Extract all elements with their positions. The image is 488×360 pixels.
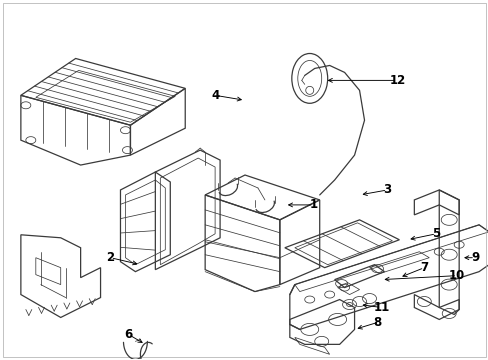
Text: 7: 7 xyxy=(419,261,427,274)
Text: 11: 11 xyxy=(372,301,389,314)
Text: 8: 8 xyxy=(373,316,381,329)
Text: 2: 2 xyxy=(106,251,114,264)
Text: 5: 5 xyxy=(431,227,440,240)
Text: 6: 6 xyxy=(124,328,132,341)
Text: 4: 4 xyxy=(210,89,219,102)
Text: 10: 10 xyxy=(448,269,465,282)
Text: 1: 1 xyxy=(309,198,317,211)
Text: 9: 9 xyxy=(470,251,478,264)
Text: 3: 3 xyxy=(383,184,391,197)
Text: 12: 12 xyxy=(388,74,405,87)
